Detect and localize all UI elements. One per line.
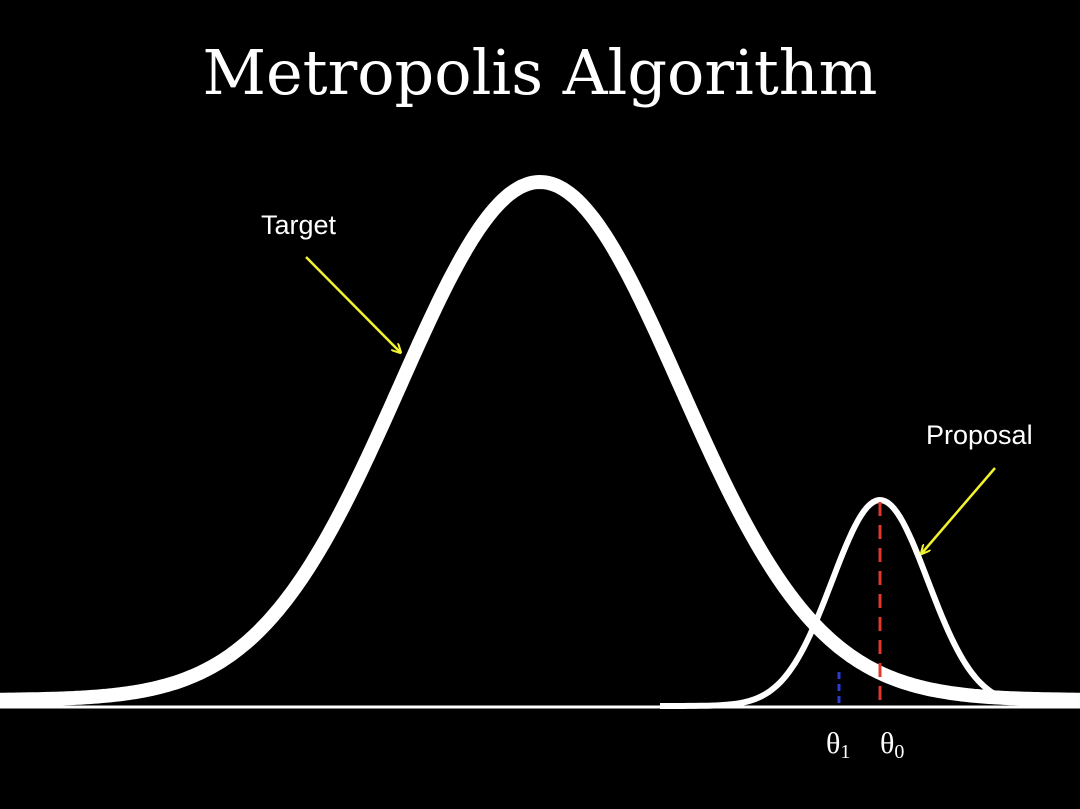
- proposal-distribution-curve: [660, 496, 1009, 709]
- proposal-label: Proposal: [926, 420, 1033, 450]
- theta0-label: θ0: [880, 727, 905, 763]
- proposal-arrow: [922, 467, 996, 553]
- target-arrow: [305, 256, 400, 352]
- slide-title: Metropolis Algorithm: [202, 36, 878, 109]
- target-distribution-curve: [0, 174, 1080, 707]
- target-label: Target: [261, 210, 337, 240]
- theta1-label: θ1: [826, 727, 851, 763]
